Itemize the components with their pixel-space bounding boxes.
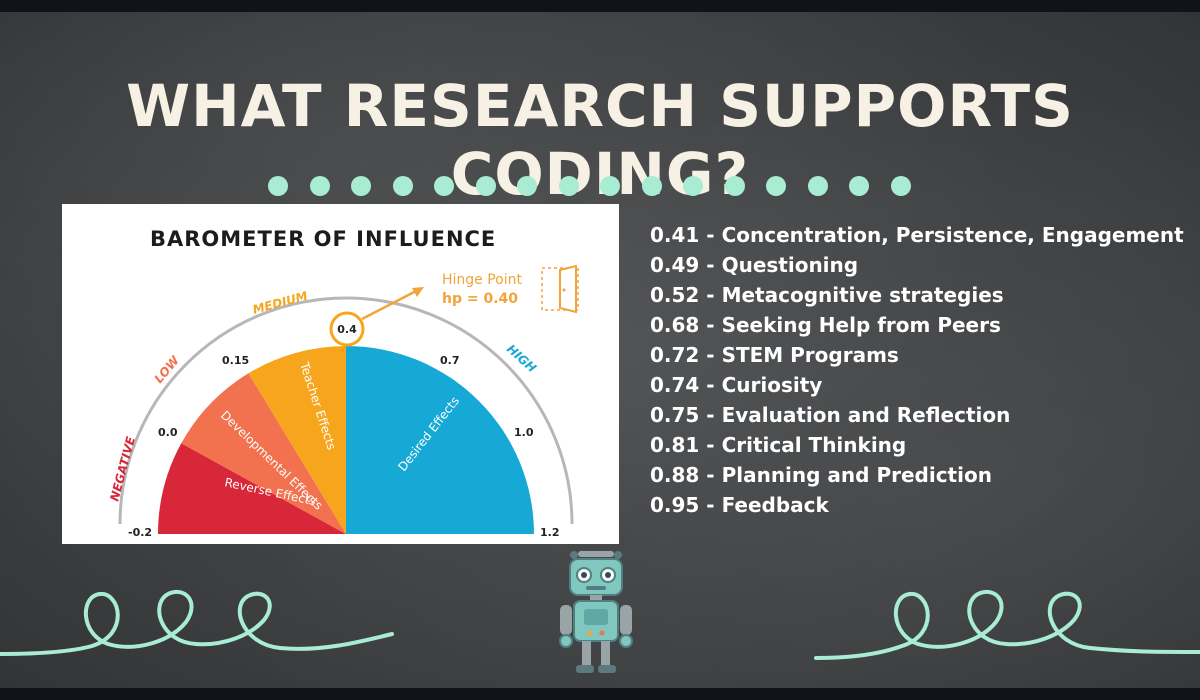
list-item: 0.95 - Feedback <box>650 493 829 517</box>
list-item: 0.81 - Critical Thinking <box>650 433 907 457</box>
dot <box>351 176 371 196</box>
scale-label: 1.0 <box>514 426 534 439</box>
scale-label: 0.0 <box>158 426 178 439</box>
barometer-title: BAROMETER OF INFLUENCE <box>150 227 496 251</box>
dot-divider <box>268 172 933 202</box>
chalkboard-background: WHAT RESEARCH SUPPORTS CODING? BAROMETER… <box>0 12 1200 688</box>
robot-icon <box>559 551 633 673</box>
scale-label: 1.2 <box>540 526 560 539</box>
segment-reverse-effects <box>158 443 346 534</box>
dot <box>434 176 454 196</box>
effect-size-list: 0.41 - Concentration, Persistence, Engag… <box>650 220 1190 520</box>
zone-label-medium: MEDIUM <box>251 289 309 317</box>
hinge-arrow-head <box>412 287 424 297</box>
zone-label-negative: NEGATIVE <box>107 434 138 503</box>
list-item: 0.41 - Concentration, Persistence, Engag… <box>650 223 1184 247</box>
segment-developmental-effects <box>181 373 346 534</box>
list-item: 0.49 - Questioning <box>650 253 859 277</box>
dot <box>683 176 703 196</box>
list-item: 0.52 - Metacognitive strategies <box>650 283 1004 307</box>
dot <box>766 176 786 196</box>
zone-label-high: HIGH <box>504 342 539 375</box>
dot <box>392 176 413 196</box>
slide-title: WHAT RESEARCH SUPPORTS CODING? <box>126 72 1074 208</box>
dot <box>807 176 828 196</box>
list-item: 0.74 - Curiosity <box>650 373 823 397</box>
dot <box>475 176 496 196</box>
hinge-point-value: hp = 0.40 <box>442 291 518 307</box>
scale-label: -0.2 <box>128 526 152 539</box>
list-item: 0.68 - Seeking Help from Peers <box>650 313 1001 337</box>
zone-label-low: LOW <box>152 353 183 386</box>
segment-desired-effects <box>346 346 534 534</box>
list-item: 0.72 - STEM Programs <box>650 343 899 367</box>
list-item: 0.75 - Evaluation and Reflection <box>650 403 1011 427</box>
dot <box>268 176 288 196</box>
barometer-figure: BAROMETER OF INFLUENCE Reverse Effects D… <box>107 227 579 539</box>
barometer-card: BAROMETER OF INFLUENCE Reverse Effects D… <box>62 204 619 544</box>
outer-scale-arc <box>118 296 574 525</box>
hinge-point-title: Hinge Point <box>442 272 523 288</box>
swirl-icon <box>814 590 1200 660</box>
hinge-arrow-line <box>361 288 419 321</box>
hinge-scale-label: 0.4 <box>337 323 357 336</box>
dot <box>849 176 869 196</box>
dot <box>724 176 745 196</box>
scale-label: 0.15 <box>222 354 249 367</box>
dot <box>600 176 620 196</box>
dot <box>309 176 330 196</box>
list-item: 0.88 - Planning and Prediction <box>650 463 992 487</box>
dot <box>517 176 537 196</box>
scale-label: 0.7 <box>440 354 460 367</box>
door-icon <box>541 264 579 314</box>
hinge-point-marker <box>329 311 365 347</box>
dot <box>890 176 911 196</box>
swirl-icon <box>0 590 394 656</box>
dot <box>641 176 662 196</box>
segment-teacher-effects <box>248 346 346 534</box>
dot <box>558 176 579 196</box>
